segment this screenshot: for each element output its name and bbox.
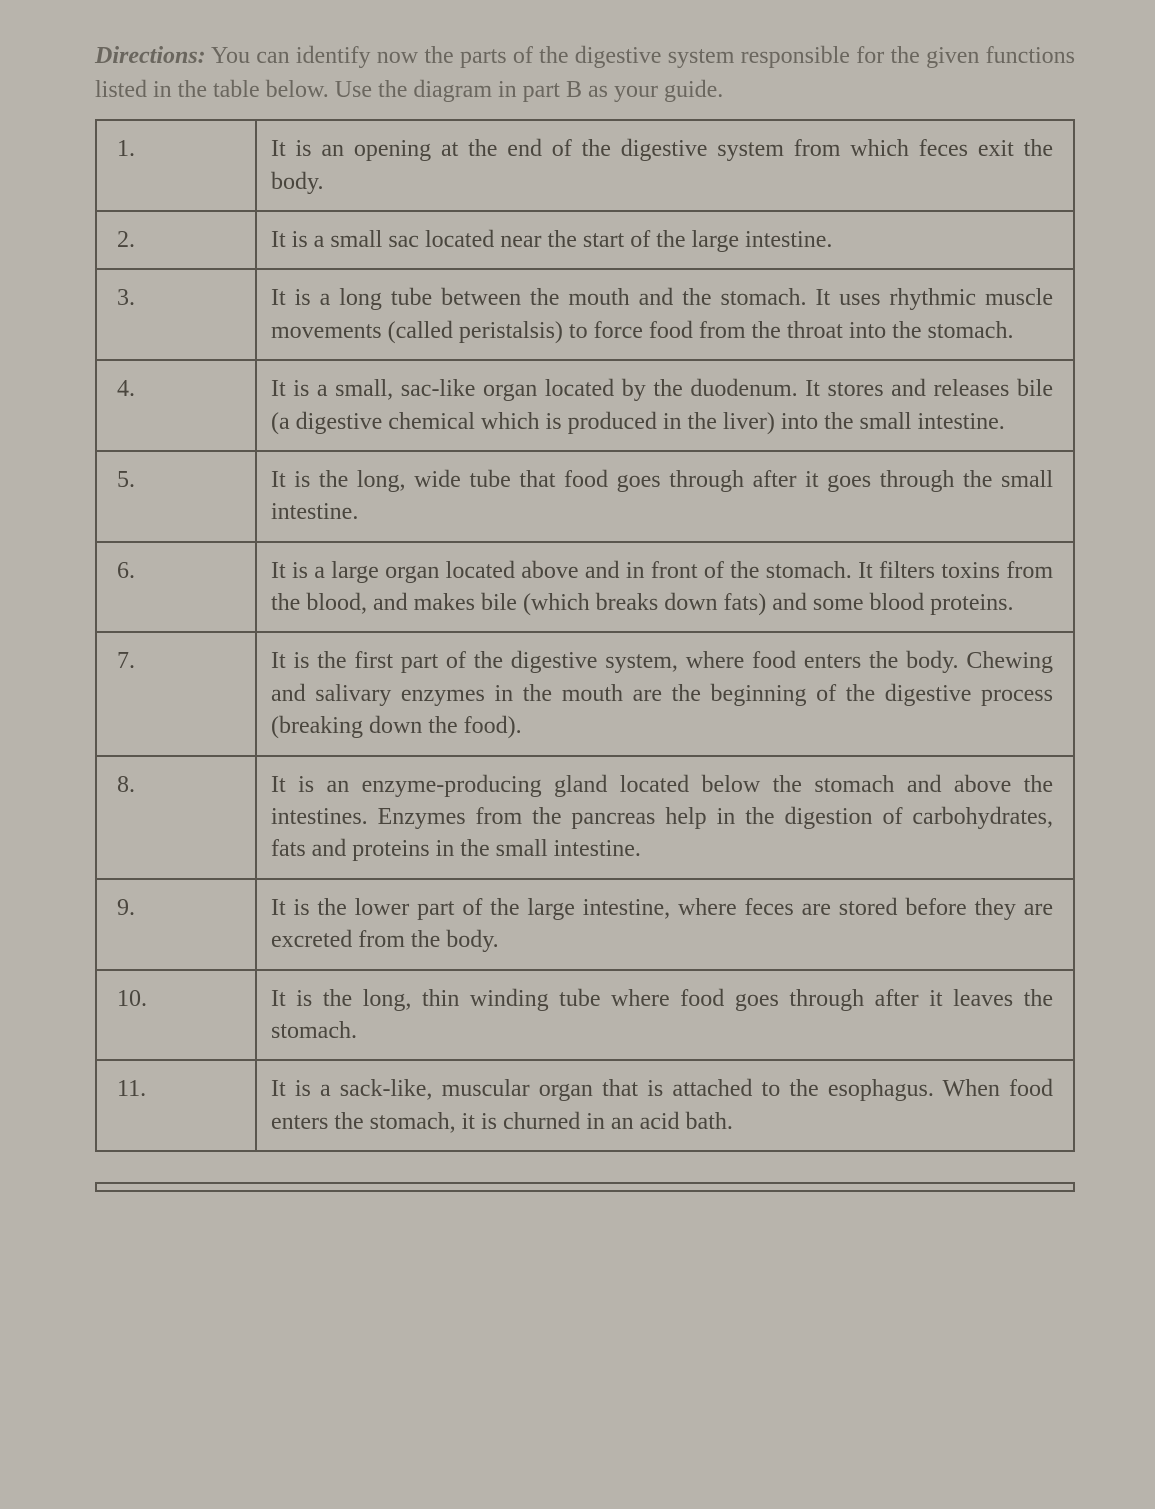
- row-number: 5.: [96, 451, 256, 542]
- row-number: 9.: [96, 879, 256, 970]
- row-description: It is a small sac located near the start…: [256, 211, 1074, 269]
- row-number: 2.: [96, 211, 256, 269]
- bottom-border-line: [95, 1182, 1075, 1192]
- table-row: 5. It is the long, wide tube that food g…: [96, 451, 1074, 542]
- row-description: It is a small, sac-like organ located by…: [256, 360, 1074, 451]
- row-description: It is a sack-like, muscular organ that i…: [256, 1060, 1074, 1151]
- table-row: 1. It is an opening at the end of the di…: [96, 120, 1074, 211]
- row-number: 11.: [96, 1060, 256, 1151]
- row-description: It is a long tube between the mouth and …: [256, 269, 1074, 360]
- row-number: 6.: [96, 542, 256, 633]
- row-number: 1.: [96, 120, 256, 211]
- directions-label: Directions:: [95, 43, 206, 69]
- table-row: 4. It is a small, sac-like organ located…: [96, 360, 1074, 451]
- row-number: 8.: [96, 756, 256, 879]
- row-number: 3.: [96, 269, 256, 360]
- table-row: 11. It is a sack-like, muscular organ th…: [96, 1060, 1074, 1151]
- row-number: 4.: [96, 360, 256, 451]
- row-description: It is the lower part of the large intest…: [256, 879, 1074, 970]
- table-row: 8. It is an enzyme-producing gland locat…: [96, 756, 1074, 879]
- row-description: It is the first part of the digestive sy…: [256, 632, 1074, 755]
- digestive-parts-table: 1. It is an opening at the end of the di…: [95, 119, 1075, 1152]
- table-row: 9. It is the lower part of the large int…: [96, 879, 1074, 970]
- directions-paragraph: Directions: You can identify now the par…: [95, 40, 1075, 107]
- table-row: 6. It is a large organ located above and…: [96, 542, 1074, 633]
- table-row: 2. It is a small sac located near the st…: [96, 211, 1074, 269]
- row-description: It is an opening at the end of the diges…: [256, 120, 1074, 211]
- row-description: It is the long, wide tube that food goes…: [256, 451, 1074, 542]
- table-row: 10. It is the long, thin winding tube wh…: [96, 970, 1074, 1061]
- row-description: It is a large organ located above and in…: [256, 542, 1074, 633]
- row-description: It is an enzyme-producing gland located …: [256, 756, 1074, 879]
- table-row: 7. It is the first part of the digestive…: [96, 632, 1074, 755]
- directions-text: You can identify now the parts of the di…: [95, 43, 1075, 103]
- row-number: 7.: [96, 632, 256, 755]
- row-number: 10.: [96, 970, 256, 1061]
- table-row: 3. It is a long tube between the mouth a…: [96, 269, 1074, 360]
- row-description: It is the long, thin winding tube where …: [256, 970, 1074, 1061]
